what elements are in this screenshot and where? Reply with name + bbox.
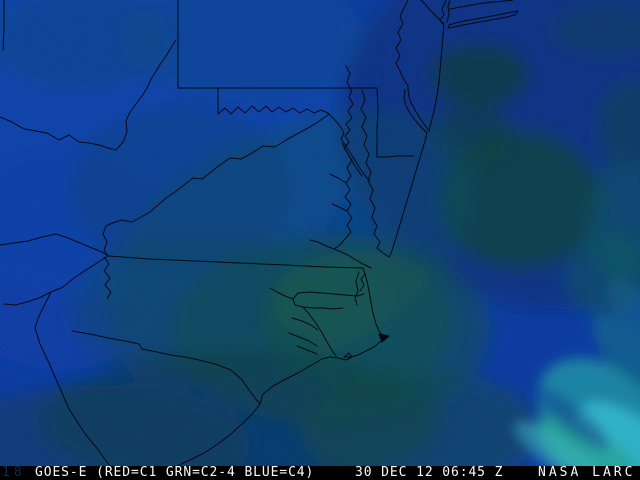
river-potomac-south-bank <box>341 142 363 177</box>
river-neuse <box>296 345 318 355</box>
coastline-albemarle-north <box>297 291 365 297</box>
river-potomac <box>217 105 371 182</box>
state-boundary-de-south <box>376 155 415 158</box>
coastline-pamlico-mainland <box>302 306 337 357</box>
river-hudson <box>446 0 451 23</box>
coastline-delaware-bay-west <box>403 89 428 134</box>
cape-hatteras-wedge <box>378 333 390 343</box>
credit-label: NASA LARC <box>538 465 636 480</box>
product-label: GOES-E (RED=C1 GRN=C2-4 BLUE=C4) <box>35 465 315 480</box>
state-boundary-ohio-indiana <box>2 0 5 51</box>
status-bar: 18 GOES-E (RED=C1 GRN=C2-4 BLUE=C4) 30 D… <box>0 466 640 480</box>
state-boundary-de-west <box>376 87 379 158</box>
river-new <box>103 256 112 300</box>
satellite-map-image <box>0 0 640 466</box>
faint-artifact-text: 18 <box>2 465 26 480</box>
state-boundary-tn-nc-west <box>3 255 109 306</box>
timestamp-label: 30 DEC 12 06:45 Z <box>355 465 504 480</box>
state-boundary-ny-nj <box>420 0 445 25</box>
river-susquehanna <box>345 65 352 91</box>
coastline-delmarva <box>360 89 428 258</box>
state-boundary-nc-sc <box>71 330 261 405</box>
coastline-nc-southwest <box>176 358 323 466</box>
state-boundary-wv-va <box>105 113 330 227</box>
state-boundary-ky-wv-spur <box>102 225 109 257</box>
coastline-outer-banks-north <box>363 270 387 338</box>
river-roanoke <box>269 287 294 300</box>
satellite-map-svg <box>0 0 640 466</box>
state-boundary-va-nc <box>107 255 364 269</box>
coastline-outer-banks-south <box>343 336 387 358</box>
river-york <box>331 203 348 212</box>
coastline-new-jersey <box>428 0 447 132</box>
river-james <box>309 239 335 250</box>
coastline-currituck-inner <box>354 271 360 306</box>
river-ohio <box>0 39 177 151</box>
state-boundary-tn-nc-south <box>34 291 111 466</box>
sensor-noise-overlay <box>0 0 640 466</box>
coastline-delaware-bay-nj <box>407 88 430 132</box>
coastline-connecticut <box>449 0 514 10</box>
river-rappahannock <box>329 173 347 184</box>
coastline-albemarle-south <box>292 292 344 310</box>
river-delaware <box>395 0 409 90</box>
coastline-long-island <box>447 10 519 29</box>
coastline-chesapeake-west <box>333 89 372 269</box>
river-pamlico <box>288 317 319 347</box>
boundary-layer <box>0 0 519 466</box>
cape-lookout-hook <box>321 352 353 361</box>
state-boundary-ky-va <box>0 233 109 257</box>
